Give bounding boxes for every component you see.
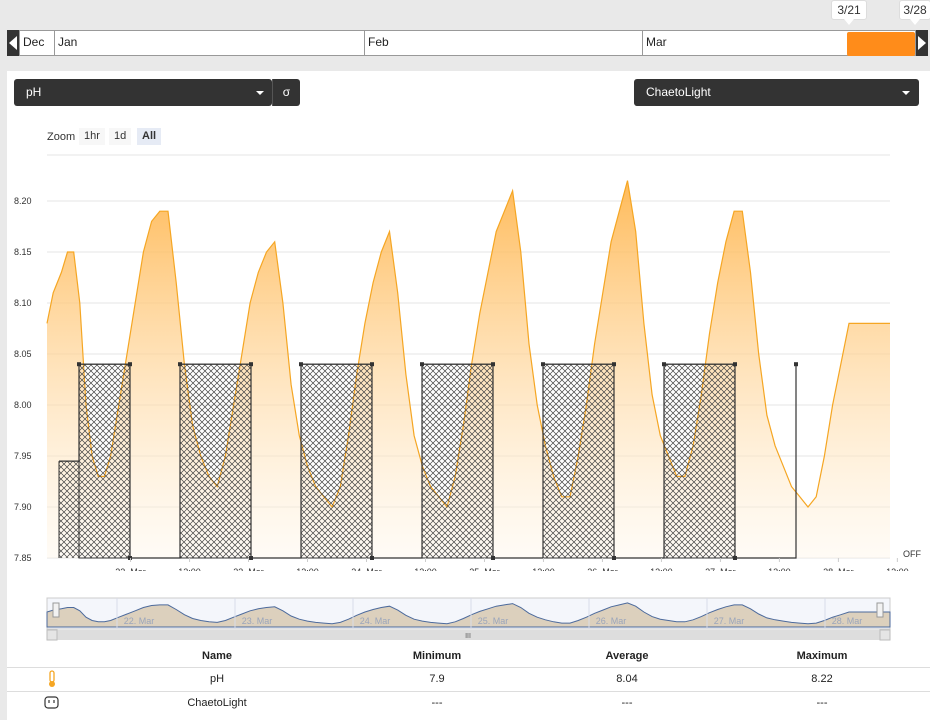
light-line [59,363,797,559]
x-tick-label: 12:00 [414,567,437,571]
x-tick-label: 26. Mar [587,567,618,571]
navigator-label: 25. Mar [478,616,509,626]
navigator[interactable]: 22. Mar 23. Mar 24. Mar 25. Mar 26. Mar 27. M… [7,593,930,643]
navigator-label: 28. Mar [832,616,863,626]
timeline-month-dec[interactable]: Dec [19,31,53,55]
x-tick-label: 23. Mar [233,567,264,571]
range-end-label: 3/28 [903,3,927,17]
table-row: pH 7.9 8.04 8.22 [7,667,930,691]
y-tick-label: 8.05 [14,349,32,359]
x-tick-label: 24. Mar [351,567,382,571]
x-tick-label: 12:00 [178,567,201,571]
sensor-select[interactable]: pH [14,79,272,106]
x-tick-label: 12:00 [886,567,909,571]
arrow-right-icon [918,36,926,50]
timeline-month-feb[interactable]: Feb [364,31,642,55]
light-block [78,363,131,559]
navigator-scroll-right-button [879,629,891,641]
navigator-handle-left [52,602,60,618]
timeline-track[interactable]: Dec Jan Feb Mar [19,30,916,56]
zoom-1d-button[interactable]: 1d [109,128,132,145]
light-marker [794,362,798,367]
x-tick-label: 28. Mar [823,567,854,571]
stats-header-max: Maximum [796,650,848,662]
x-tick-label: 25. Mar [469,567,500,571]
timeline-bar[interactable]: Dec Jan Feb Mar [7,30,930,56]
chart-panel: pH σ ChaetoLight Zoom 1hr 1d All 7.85 7.9… [7,71,930,720]
range-start-label: 3/21 [837,3,861,17]
stats-row-min: --- [431,697,443,709]
range-start-bubble: 3/21 [831,0,867,25]
range-end-bubble: 3/28 [899,0,930,25]
y-tick-label: 8.20 [14,196,32,206]
stats-row-name: pH [209,673,225,685]
light-block-low [59,461,79,558]
stats-row-min: 7.9 [429,673,445,685]
stats-header-row: Name Minimum Average Maximum [7,645,930,669]
device-select-value: ChaetoLight [646,85,711,99]
y-tick-label: 7.95 [14,451,32,461]
navigator-area [46,602,891,628]
y-tick-label: 8.15 [14,247,32,257]
navigator-scroll-left-button [46,629,58,641]
x-tick-label: 27. Mar [705,567,736,571]
device-select[interactable]: ChaetoLight [634,79,919,106]
stats-header-avg: Average [605,650,649,662]
outlet-icon [44,696,59,709]
y-tick-label: 8.00 [14,400,32,410]
sigma-button[interactable]: σ [272,79,300,106]
stats-header-min: Minimum [412,650,462,662]
stats-header-name: Name [202,650,232,662]
sensor-select-value: pH [26,85,42,99]
zoom-label: Zoom [47,131,76,143]
navigator-label: 22. Mar [124,616,155,626]
navigator-label: 27. Mar [714,616,745,626]
light-block [542,363,615,559]
y-tick-label: 7.85 [14,553,32,563]
arrow-left-icon [9,36,17,50]
stats-row-avg: 8.04 [616,673,638,685]
navigator-handle-right [876,602,884,618]
timeline-month-mar[interactable]: Mar [642,31,916,55]
x-tick-label: 22. Mar [115,567,146,571]
thermometer-icon [49,670,55,687]
light-block [421,363,494,559]
x-tick-label: 12:00 [650,567,673,571]
ph-light-chart[interactable]: 7.85 7.90 7.95 8.00 8.05 8.10 8.15 8.20 22. Mar… [7,71,930,571]
y-tick-label: 7.90 [14,502,32,512]
navigator-label: 24. Mar [360,616,391,626]
timeline-prev-button[interactable] [7,30,19,56]
stats-row-avg: --- [621,697,633,709]
y-tick-label: 8.10 [14,298,32,308]
timeline-next-button[interactable] [916,30,928,56]
light-block [179,363,252,559]
light-block [300,363,373,559]
navigator-scroll-grip: III [465,633,471,640]
chevron-down-icon [256,91,264,95]
table-row: ChaetoLight --- --- --- [7,691,930,715]
timeline-selected-range[interactable] [847,32,915,56]
navigator-label: 26. Mar [596,616,627,626]
navigator-label: 23. Mar [242,616,273,626]
stats-row-max: 8.22 [811,673,833,685]
chevron-down-icon [902,91,910,95]
right-axis-off-label: OFF [903,549,921,559]
zoom-1hr-button[interactable]: 1hr [79,128,105,145]
stats-row-name: ChaetoLight [187,697,247,709]
x-tick-label: 12:00 [532,567,555,571]
light-block [663,363,736,559]
zoom-all-button[interactable]: All [137,128,162,145]
stats-row-max: --- [816,697,828,709]
timeline-month-jan[interactable]: Jan [54,31,364,55]
x-tick-label: 12:00 [296,567,319,571]
navigator-scrollbar [47,630,890,640]
x-tick-label: 12:00 [768,567,791,571]
